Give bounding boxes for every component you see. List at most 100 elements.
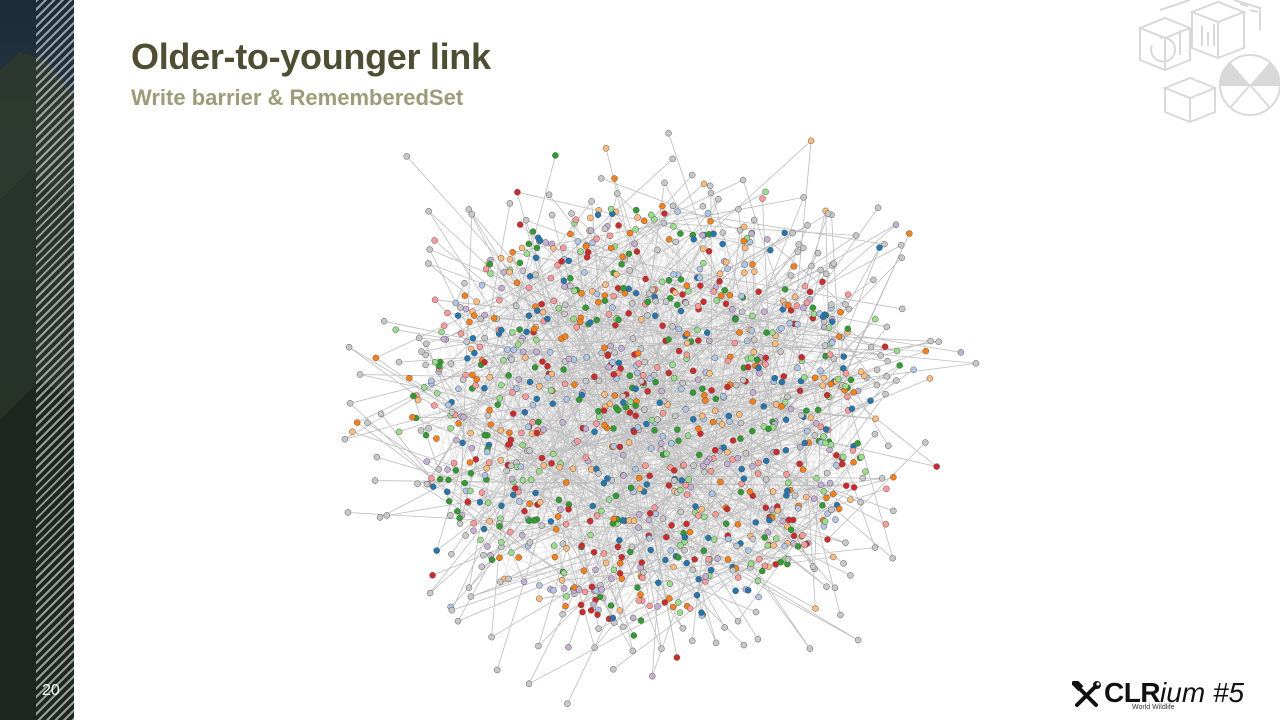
graph-node [507,528,514,536]
graph-node [509,410,517,417]
graph-node [799,244,807,252]
graph-node [349,428,356,435]
graph-node [618,575,626,582]
graph-node [675,325,683,333]
graph-node [563,545,570,552]
graph-node [646,510,654,517]
graph-node [710,288,717,295]
graph-node [723,505,731,513]
graph-node [558,577,566,584]
graph-node [644,388,651,395]
graph-node [659,433,667,440]
graph-node [516,259,524,267]
graph-node [698,505,705,513]
graph-node [377,410,385,418]
graph-node [635,360,643,367]
graph-node [440,322,448,329]
graph-node [525,312,533,319]
graph-node [751,268,758,275]
graph-node [686,605,694,612]
graph-node [672,289,679,297]
graph-node [522,393,529,400]
graph-node [814,406,822,414]
graph-node [799,532,806,539]
graph-node [835,333,843,340]
graph-node [643,481,651,488]
graph-node [436,475,444,483]
graph-node [795,241,802,248]
graph-node [587,319,594,326]
graph-node [883,323,891,331]
graph-node [514,188,521,196]
graph-node [431,402,438,409]
graph-node [610,371,618,378]
graph-node [721,624,728,631]
graph-node [724,265,731,272]
graph-node [652,378,659,386]
graph-node [658,387,665,395]
graph-node [533,336,540,344]
graph-node [847,376,855,384]
graph-node [567,274,574,282]
graph-node [565,644,572,651]
graph-node [684,432,692,439]
graph-node [889,554,896,562]
graph-node [781,286,789,293]
graph-node [459,439,466,447]
graph-node [790,540,797,547]
graph-node [481,384,488,392]
graph-node [671,477,678,484]
graph-node [722,258,730,266]
graph-node [467,487,474,495]
graph-node [804,222,811,229]
graph-node [606,400,614,408]
graph-node [756,555,763,563]
graph-node [693,591,701,599]
graph-node [560,277,568,285]
graph-node [763,236,771,243]
graph-node [497,457,505,464]
graph-node [463,338,470,346]
graph-node [801,282,809,290]
graph-node [593,235,600,243]
graph-node [562,602,569,610]
graph-node [632,412,640,420]
graph-node [448,409,456,416]
graph-node [616,607,624,614]
graph-node [531,325,538,333]
graph-node [707,217,714,225]
object-graph-network [341,129,980,707]
graph-node [824,536,831,543]
graph-node [654,416,661,423]
graph-node [765,425,772,433]
graph-node [632,226,639,233]
graph-node [604,352,612,360]
graph-node [810,310,818,318]
graph-node [465,206,473,213]
graph-node [423,480,431,488]
graph-node [509,329,516,336]
graph-node [455,420,462,427]
graph-node [877,352,884,359]
graph-node [422,351,429,359]
graph-node [922,439,929,446]
graph-node [550,297,558,305]
graph-node [683,339,691,347]
graph-node [595,470,602,477]
graph-node [780,373,788,380]
graph-node [373,453,381,461]
graph-node [711,407,719,415]
graph-node [647,445,655,452]
graph-node [503,467,510,475]
graph-node [376,514,384,521]
graph-node [662,298,670,305]
graph-node [487,421,495,428]
graph-node [711,354,718,362]
logo-brand-italic: ium #5 [1160,677,1245,708]
graph-node [612,492,620,500]
graph-node [595,413,603,421]
graph-node [344,509,352,516]
graph-node [493,666,501,674]
graph-node [498,539,505,546]
graph-node [562,520,570,528]
